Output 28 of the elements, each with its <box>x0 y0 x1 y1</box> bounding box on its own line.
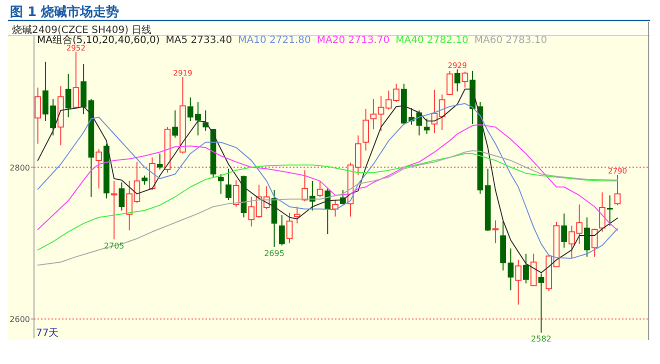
text: MA5 2733.40 <box>166 35 232 46</box>
annotation: 2705 <box>104 241 124 250</box>
annotation: 2582 <box>531 334 552 344</box>
candlestick <box>34 87 41 144</box>
candlestick <box>58 86 64 146</box>
candlestick <box>110 180 118 240</box>
candlestick <box>278 214 285 246</box>
candlestick <box>538 273 544 334</box>
candlestick <box>492 220 499 244</box>
candlestick <box>515 259 522 306</box>
text: MA40 2782.10 <box>396 35 468 46</box>
text: MA20 2713.70 <box>316 35 390 46</box>
chart-title: 图 1 烧碱市场走势 <box>10 4 120 20</box>
legend-title: MA组合(5,10,20,40,60,0) <box>37 34 160 46</box>
candlestick <box>561 213 568 248</box>
text: MA10 2721.80 <box>238 35 311 46</box>
candlestick <box>362 108 369 152</box>
annotation: 2695 <box>264 248 284 258</box>
chart-subtitle: 烧碱2409(CZCE SH409) 日线 <box>12 24 152 36</box>
annotation: 77天 <box>36 328 59 339</box>
y-tick-label: 2600 <box>10 315 30 324</box>
candlestick <box>606 194 613 226</box>
candlestick <box>118 182 125 212</box>
candlestick <box>454 68 460 92</box>
text: MA60 2783.10 <box>474 35 548 46</box>
candlestick <box>65 73 72 118</box>
y-tick-label: 2800 <box>10 163 30 172</box>
candlestick <box>523 253 529 284</box>
